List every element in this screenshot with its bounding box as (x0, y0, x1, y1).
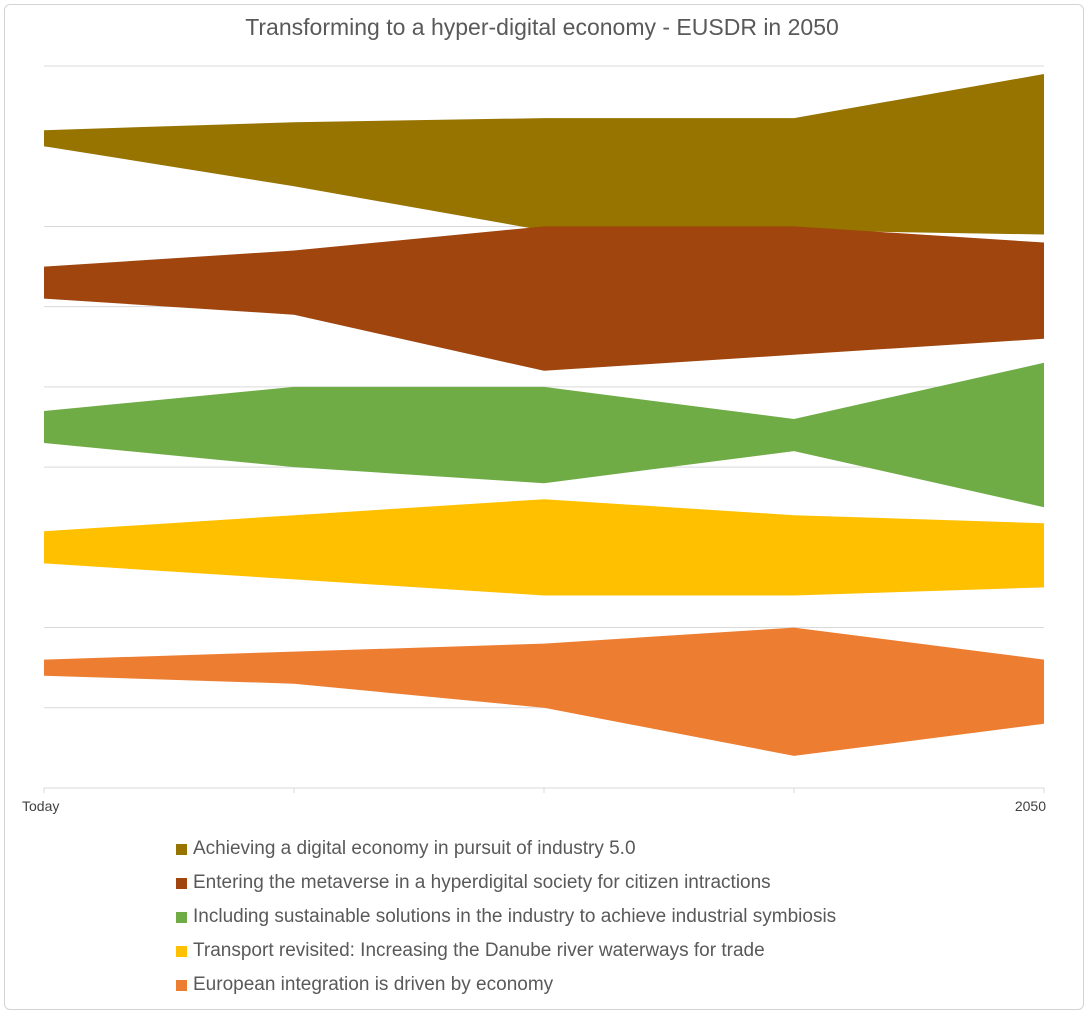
chart-title: Transforming to a hyper-digital economy … (245, 14, 839, 40)
series-band-4 (44, 499, 1044, 596)
series-band-2 (44, 226, 1044, 371)
legend-item: Transport revisited: Increasing the Danu… (176, 934, 836, 968)
legend-label: Including sustainable solutions in the i… (193, 906, 837, 927)
legend-swatch (176, 979, 187, 991)
x-tick-label: 2050 (1015, 798, 1046, 814)
legend-item: European integration is driven by econom… (176, 968, 836, 1002)
chart-plot-area: Today 2050 (22, 65, 1046, 814)
legend-label: Transport revisited: Increasing the Danu… (193, 940, 765, 961)
legend-swatch (176, 877, 187, 889)
chart-legend: Achieving a digital economy in pursuit o… (176, 832, 836, 1002)
legend-label: Entering the metaverse in a hyperdigital… (193, 872, 771, 893)
legend-item: Including sustainable solutions in the i… (176, 900, 836, 934)
legend-item: Achieving a digital economy in pursuit o… (176, 832, 836, 866)
legend-label: European integration is driven by econom… (193, 974, 554, 995)
legend-item: Entering the metaverse in a hyperdigital… (176, 866, 836, 900)
series-band-3 (44, 362, 1044, 508)
series-band-1 (44, 74, 1044, 235)
legend-swatch (176, 945, 187, 957)
legend-label: Achieving a digital economy in pursuit o… (193, 838, 636, 859)
legend-swatch (176, 911, 187, 923)
series-band-5 (44, 627, 1044, 756)
x-tick-label: Today (22, 798, 59, 814)
legend-swatch (176, 843, 187, 855)
